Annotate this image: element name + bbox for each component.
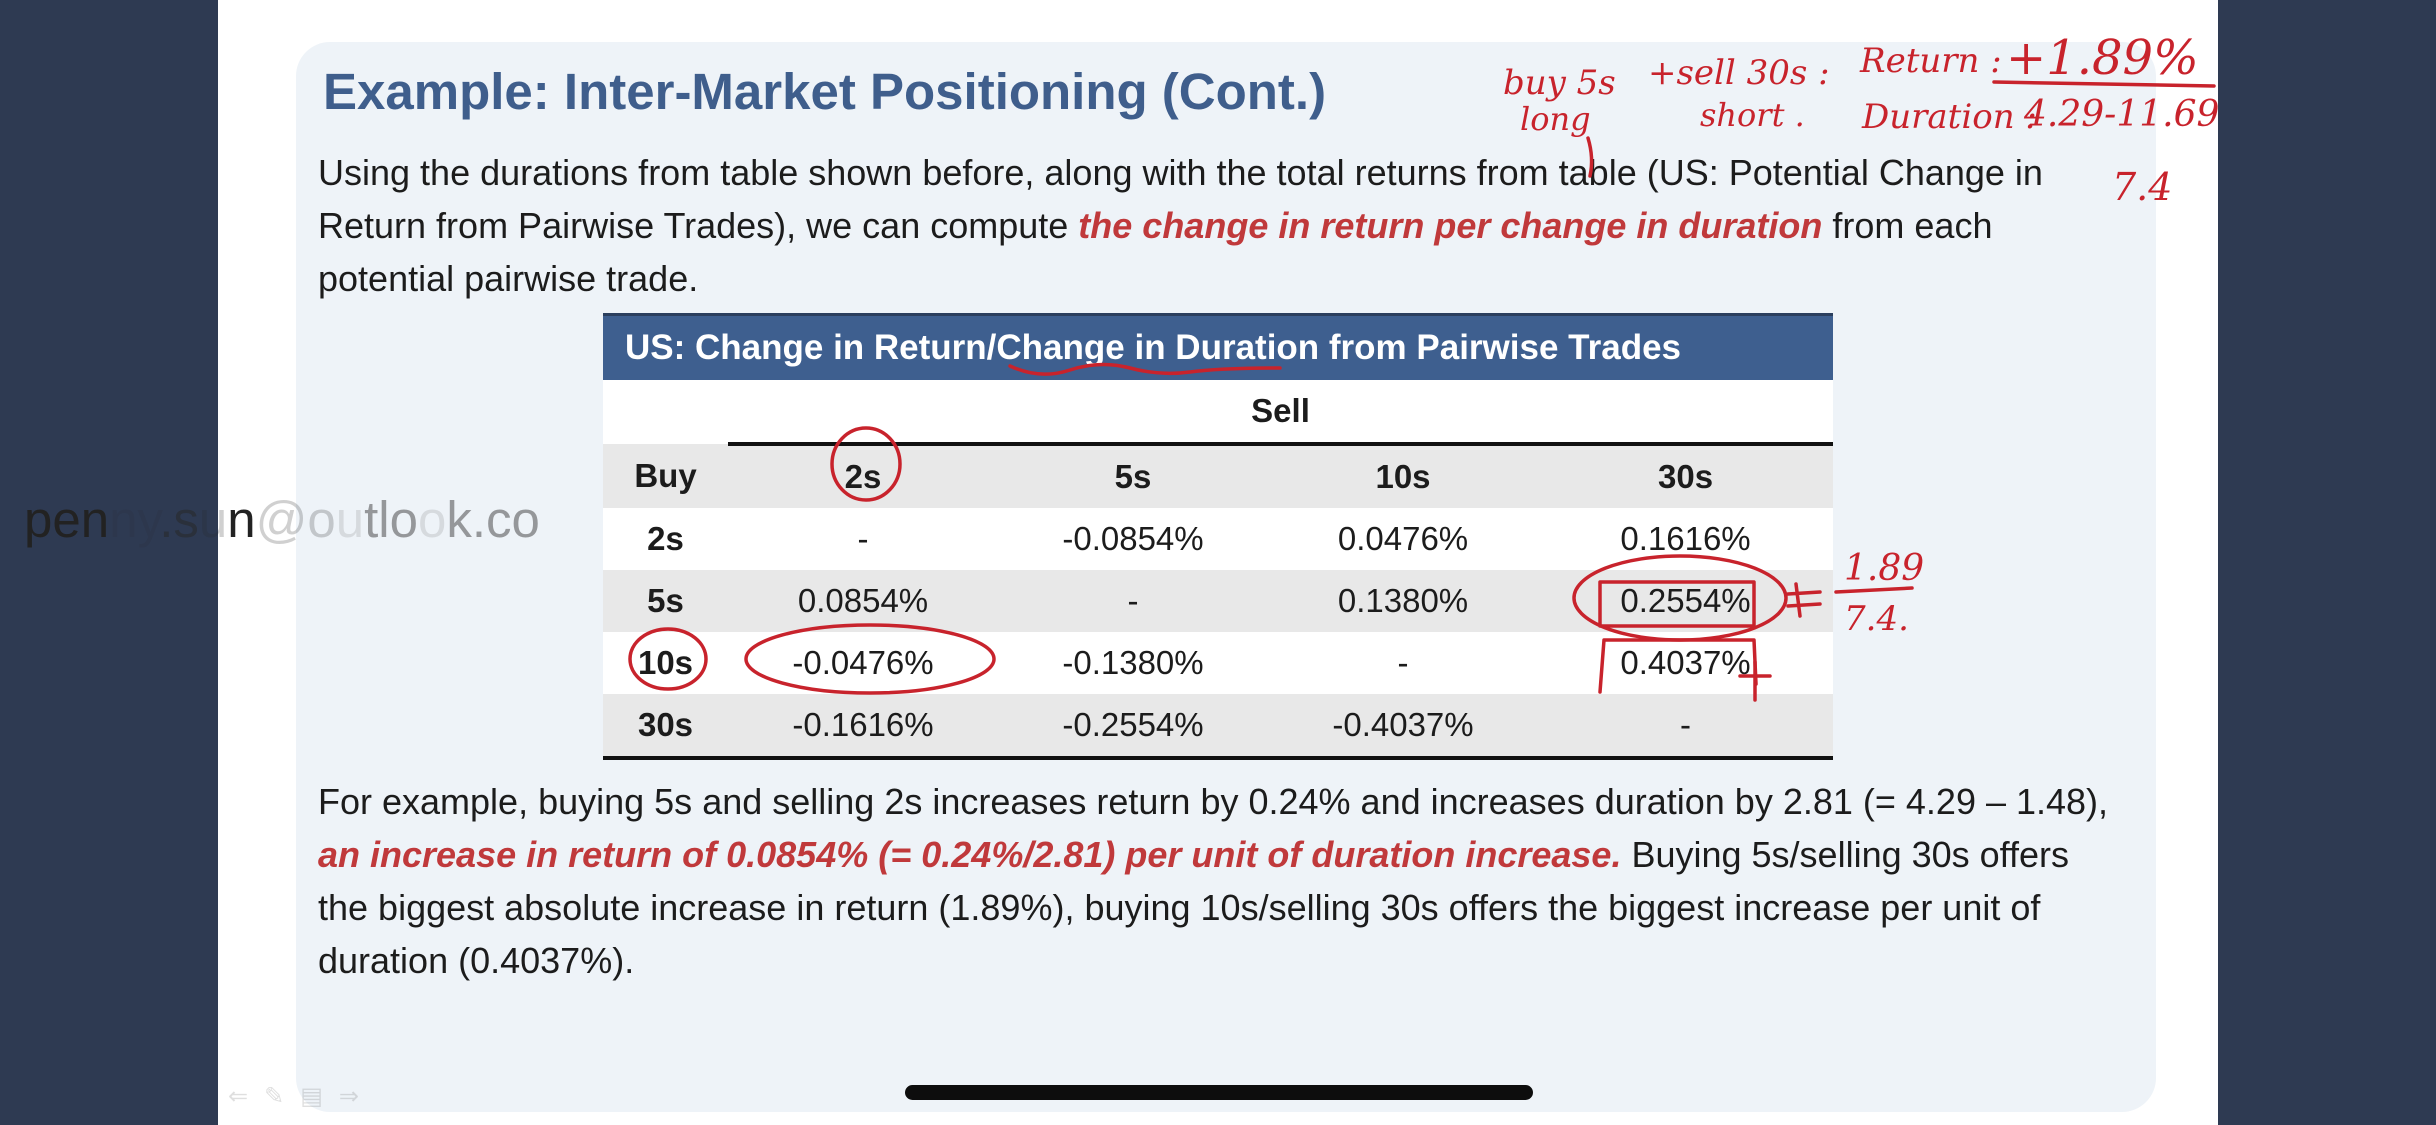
table-row: 2s - -0.0854% 0.0476% 0.1616% bbox=[603, 508, 1834, 570]
example-text: For example, buying 5s and selling 2s in… bbox=[318, 781, 2109, 822]
slide-nav-controls[interactable]: ⇐ ✎ ▤ ⇒ bbox=[228, 1082, 375, 1111]
back-arrow-icon[interactable]: ⇐ bbox=[228, 1083, 249, 1110]
example-text-end: Buying 5s/selling 30s offers the biggest… bbox=[318, 834, 2070, 981]
watermark-part: ny bbox=[109, 491, 160, 548]
row-header: 30s bbox=[603, 694, 728, 760]
watermark-part: o bbox=[418, 491, 447, 548]
row-header: 5s bbox=[603, 570, 728, 632]
table-cell: - bbox=[1268, 632, 1538, 694]
column-header: 5s bbox=[998, 444, 1268, 508]
email-watermark: penny.sun@outlook.co bbox=[24, 490, 540, 549]
watermark-part: k.co bbox=[446, 491, 540, 548]
forward-arrow-icon[interactable]: ⇒ bbox=[338, 1083, 360, 1110]
watermark-part: n bbox=[227, 491, 256, 548]
blank-corner-cell bbox=[603, 380, 728, 444]
table-row: 5s 0.0854% - 0.1380% 0.2554% bbox=[603, 570, 1834, 632]
example-paragraph: For example, buying 5s and selling 2s in… bbox=[318, 775, 2118, 987]
buy-header: Buy bbox=[603, 444, 728, 508]
sell-header-row: Sell bbox=[603, 380, 1834, 446]
intro-paragraph: Using the durations from table shown bef… bbox=[318, 146, 2118, 305]
table-cell: -0.0476% bbox=[728, 632, 998, 694]
intro-text: Using the durations from table shown bef… bbox=[318, 152, 2043, 246]
menu-icon[interactable]: ▤ bbox=[300, 1083, 323, 1110]
pairwise-trades-table: US: Change in Return/Change in Duration … bbox=[603, 313, 1834, 760]
table-cell: -0.1380% bbox=[998, 632, 1268, 694]
table-row: 30s -0.1616% -0.2554% -0.4037% - bbox=[603, 694, 1834, 760]
intro-emphasis: the change in return per change in durat… bbox=[1078, 205, 1823, 246]
pen-icon[interactable]: ✎ bbox=[264, 1083, 285, 1110]
table-cell: 0.0854% bbox=[728, 570, 998, 632]
table-cell: -0.0854% bbox=[998, 508, 1268, 570]
column-header: 30s bbox=[1538, 444, 1834, 508]
table-caption: US: Change in Return/Change in Duration … bbox=[603, 313, 1834, 380]
column-header: 2s bbox=[728, 444, 998, 508]
example-emphasis: an increase in return of 0.0854% (= 0.24… bbox=[318, 834, 1622, 875]
intro-text-end: from each potential pairwise trade. bbox=[318, 205, 1993, 299]
table-cell: - bbox=[728, 508, 998, 570]
column-header-row: Buy 2s 5s 10s 30s bbox=[603, 444, 1834, 508]
table-cell: 0.0476% bbox=[1268, 508, 1538, 570]
watermark-part: u bbox=[198, 491, 228, 548]
left-letterbox bbox=[0, 0, 218, 1125]
row-header: 2s bbox=[603, 508, 728, 570]
watermark-part: .s bbox=[159, 491, 199, 548]
table-cell: 0.1616% bbox=[1538, 508, 1834, 570]
watermark-part: @o bbox=[255, 491, 336, 548]
table-cell: -0.2554% bbox=[998, 694, 1268, 760]
home-indicator[interactable] bbox=[905, 1085, 1533, 1100]
row-header: 10s bbox=[603, 632, 728, 694]
watermark-part: pen bbox=[24, 491, 110, 548]
table-cell: -0.1616% bbox=[728, 694, 998, 760]
table-cell: -0.4037% bbox=[1268, 694, 1538, 760]
table-row: 10s -0.0476% -0.1380% - 0.4037% bbox=[603, 632, 1834, 694]
slide-title: Example: Inter-Market Positioning (Cont.… bbox=[323, 63, 1327, 120]
sell-header: Sell bbox=[728, 380, 1834, 446]
column-header: 10s bbox=[1268, 444, 1538, 508]
table-cell: 0.1380% bbox=[1268, 570, 1538, 632]
table-cell: - bbox=[998, 570, 1268, 632]
table-caption-row: US: Change in Return/Change in Duration … bbox=[603, 313, 1834, 380]
table-cell: 0.4037% bbox=[1538, 632, 1834, 694]
watermark-part: tlo bbox=[364, 491, 418, 548]
table-cell: 0.2554% bbox=[1538, 570, 1834, 632]
watermark-part: u bbox=[335, 491, 365, 548]
right-letterbox bbox=[2218, 0, 2436, 1125]
table-cell: - bbox=[1538, 694, 1834, 760]
